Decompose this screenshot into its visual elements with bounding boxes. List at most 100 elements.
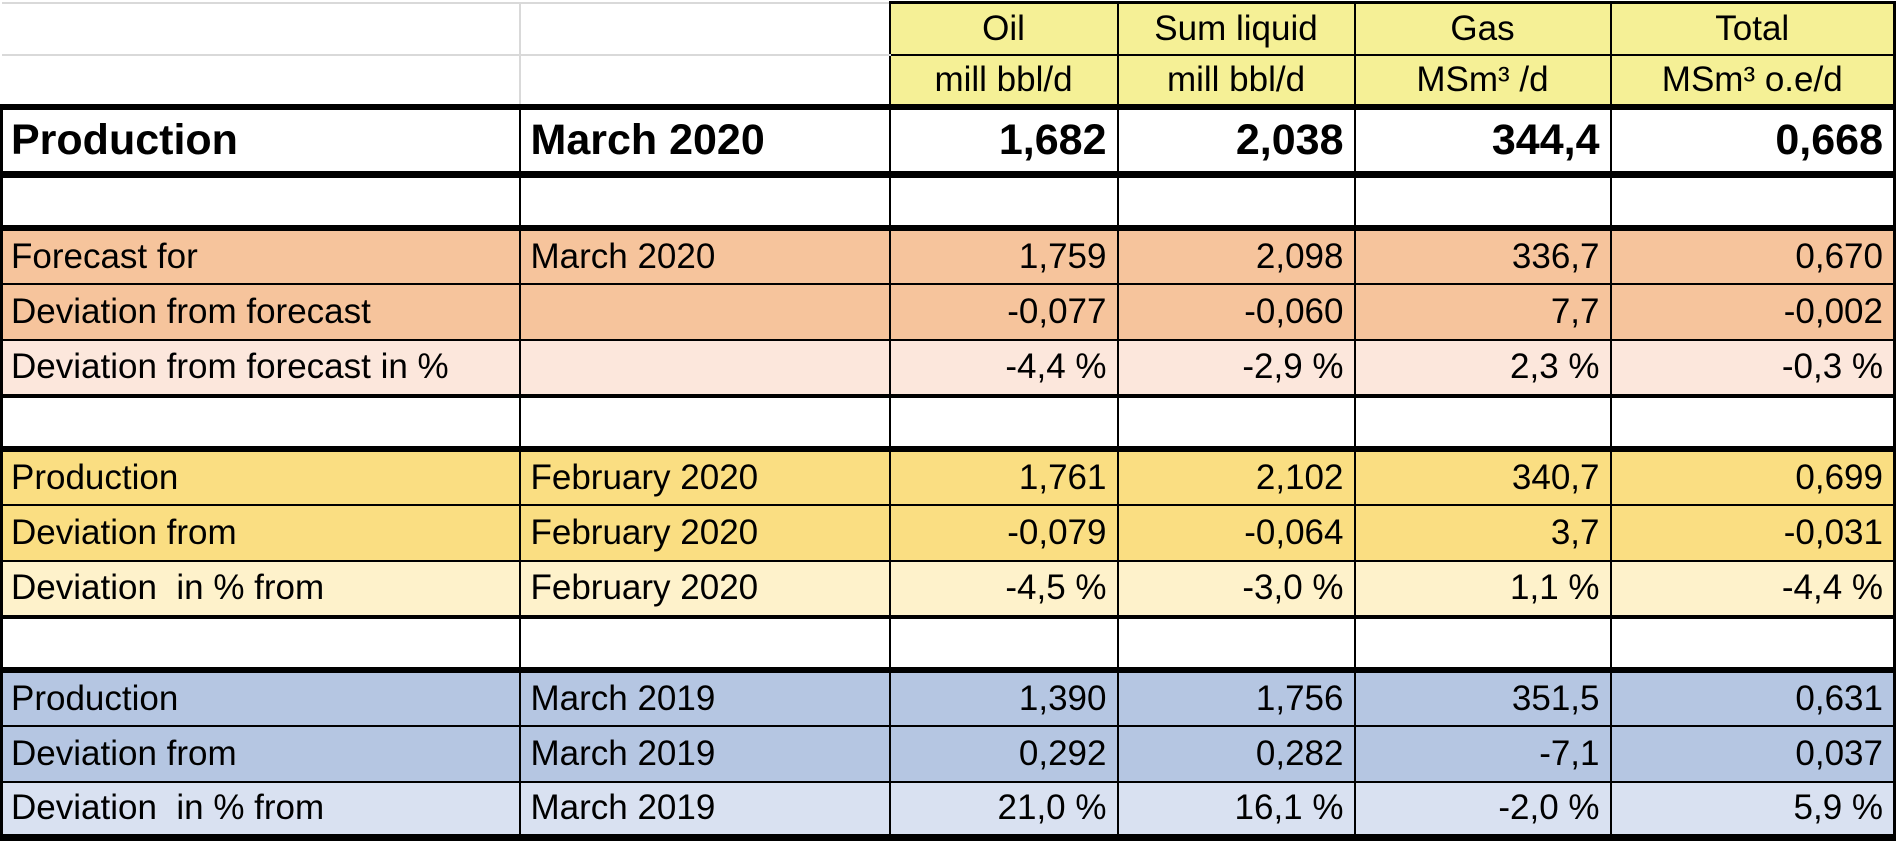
spacer-cell — [1116, 173, 1356, 229]
row-period-cell: March 2019 — [518, 666, 891, 727]
value-cell: 2,102 — [1116, 445, 1356, 506]
row-period-cell — [518, 338, 891, 398]
deviation-percent-row: Deviation from forecast in % -4,4 % -2,9… — [0, 338, 1896, 398]
spacer-row — [0, 615, 1896, 671]
spacer-cell — [1609, 173, 1896, 229]
spacer-cell — [888, 615, 1119, 671]
empty-cell — [518, 53, 890, 108]
value-cell: 21,0 % — [888, 780, 1119, 841]
value-cell: 3,7 — [1353, 503, 1612, 562]
spacer-cell — [0, 615, 521, 671]
spacer-cell — [518, 615, 891, 671]
deviation-row: Deviation from February 2020 -0,079 -0,0… — [0, 503, 1896, 562]
row-label-cell: Production — [0, 666, 521, 727]
value-cell: 2,3 % — [1353, 338, 1612, 398]
value-cell: -4,5 % — [888, 559, 1119, 619]
value-cell: 7,7 — [1353, 282, 1612, 341]
spacer-row — [0, 394, 1896, 450]
column-header-row: Oil Sum liquid Gas Total — [1, 1, 1896, 56]
value-cell: 1,390 — [888, 666, 1119, 727]
deviation-row: Deviation from forecast -0,077 -0,060 7,… — [0, 282, 1896, 341]
spacer-cell — [518, 394, 891, 450]
value-cell: 1,759 — [888, 224, 1119, 285]
value-cell: -3,0 % — [1116, 559, 1356, 619]
units-row: mill bbl/d mill bbl/d MSm³ /d MSm³ o.e/d — [1, 53, 1896, 108]
spacer-cell — [1353, 173, 1612, 229]
row-period-cell: March 2019 — [518, 780, 891, 841]
value-cell: -0,031 — [1609, 503, 1896, 562]
value-cell: 2,098 — [1116, 224, 1356, 285]
value-cell: 0,699 — [1609, 445, 1896, 506]
row-label-cell: Deviation from — [0, 724, 521, 783]
spacer-cell — [0, 173, 521, 229]
value-cell: 351,5 — [1353, 666, 1612, 727]
value-cell: -0,3 % — [1609, 338, 1896, 398]
empty-cell — [518, 1, 890, 56]
deviation-percent-row: Deviation in % from February 2020 -4,5 %… — [0, 559, 1896, 619]
value-cell: 336,7 — [1353, 224, 1612, 285]
spacer-cell — [0, 394, 521, 450]
value-cell: -0,064 — [1116, 503, 1356, 562]
value-cell: 0,037 — [1609, 724, 1896, 783]
value-cell: 1,1 % — [1353, 559, 1612, 619]
value-cell: 340,7 — [1353, 445, 1612, 506]
spacer-cell — [1609, 615, 1896, 671]
column-header-oil: Oil — [888, 1, 1119, 56]
value-cell: -7,1 — [1353, 724, 1612, 783]
value-cell: -4,4 % — [888, 338, 1119, 398]
row-label-cell: Deviation from forecast — [0, 282, 521, 341]
value-cell: 5,9 % — [1609, 780, 1896, 841]
value-cell: 0,670 — [1609, 224, 1896, 285]
row-period-cell: February 2020 — [518, 559, 891, 619]
value-cell: 0,631 — [1609, 666, 1896, 727]
row-period-cell: February 2020 — [518, 503, 891, 562]
production-value-cell: 2,038 — [1116, 103, 1356, 178]
production-row: Production March 2020 1,682 2,038 344,4 … — [0, 103, 1896, 178]
production-value-cell: 0,668 — [1609, 103, 1896, 178]
forecast-row: Forecast for March 2020 1,759 2,098 336,… — [0, 224, 1896, 285]
row-label-cell: Deviation from — [0, 503, 521, 562]
column-header-sum-liquid: Sum liquid — [1116, 1, 1356, 56]
spacer-cell — [888, 173, 1119, 229]
value-cell: 1,756 — [1116, 666, 1356, 727]
production-prev-year-row: Production March 2019 1,390 1,756 351,5 … — [0, 666, 1896, 727]
production-label-cell: Production — [0, 103, 521, 178]
spacer-cell — [1116, 394, 1356, 450]
column-header-total: Total — [1609, 1, 1896, 56]
spacer-cell — [518, 173, 891, 229]
spacer-cell — [1353, 394, 1612, 450]
row-label-cell: Production — [0, 445, 521, 506]
value-cell: 0,292 — [888, 724, 1119, 783]
row-label-cell: Forecast for — [0, 224, 521, 285]
spacer-cell — [1116, 615, 1356, 671]
deviation-row: Deviation from March 2019 0,292 0,282 -7… — [0, 724, 1896, 783]
row-period-cell — [518, 282, 891, 341]
empty-cell — [1, 1, 521, 56]
value-cell: -0,077 — [888, 282, 1119, 341]
empty-cell — [1, 53, 521, 108]
row-period-cell: February 2020 — [518, 445, 891, 506]
value-cell: -2,0 % — [1353, 780, 1612, 841]
row-label-cell: Deviation in % from — [0, 559, 521, 619]
production-period-cell: March 2020 — [518, 103, 891, 178]
unit-cell-sum-liquid: mill bbl/d — [1116, 53, 1356, 108]
value-cell: -4,4 % — [1609, 559, 1896, 619]
row-period-cell: March 2020 — [518, 224, 891, 285]
deviation-percent-row: Deviation in % from March 2019 21,0 % 16… — [0, 780, 1896, 841]
spacer-cell — [1353, 615, 1612, 671]
value-cell: -0,079 — [888, 503, 1119, 562]
row-period-cell: March 2019 — [518, 724, 891, 783]
value-cell: -2,9 % — [1116, 338, 1356, 398]
value-cell: 1,761 — [888, 445, 1119, 506]
unit-cell-gas: MSm³ /d — [1353, 53, 1612, 108]
spacer-cell — [888, 394, 1119, 450]
unit-cell-oil: mill bbl/d — [888, 53, 1119, 108]
row-label-cell: Deviation in % from — [0, 780, 521, 841]
unit-cell-total: MSm³ o.e/d — [1609, 53, 1896, 108]
spacer-row — [0, 173, 1896, 229]
production-value-cell: 1,682 — [888, 103, 1119, 178]
production-prev-month-row: Production February 2020 1,761 2,102 340… — [0, 445, 1896, 506]
value-cell: 0,282 — [1116, 724, 1356, 783]
column-header-gas: Gas — [1353, 1, 1612, 56]
